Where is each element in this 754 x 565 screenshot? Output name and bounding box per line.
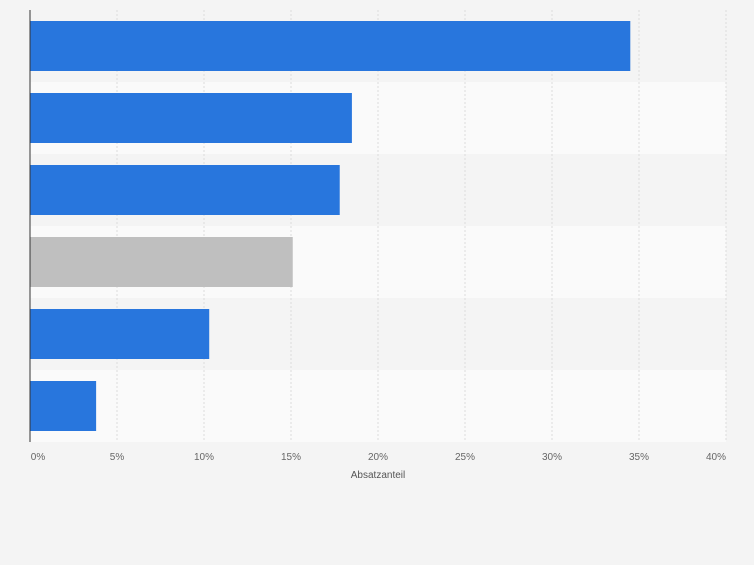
x-tick-label: 30% xyxy=(542,452,562,463)
bar[interactable] xyxy=(30,237,293,287)
bars xyxy=(30,21,631,431)
x-tick-label: 20% xyxy=(368,452,388,463)
x-tick-labels: 0% 5% 10% 15% 20% 25% 30% 35% 40% xyxy=(31,452,726,463)
bar[interactable] xyxy=(30,309,210,359)
bar[interactable] xyxy=(30,381,97,431)
bar[interactable] xyxy=(30,93,352,143)
x-tick-label: 25% xyxy=(455,452,475,463)
x-tick-label: 0% xyxy=(31,452,46,463)
x-tick-label: 10% xyxy=(194,452,214,463)
bar[interactable] xyxy=(30,165,340,215)
x-tick-label: 15% xyxy=(281,452,301,463)
grid-lines xyxy=(116,10,727,442)
x-tick-label: 40% xyxy=(706,452,726,463)
x-axis-title: Absatzanteil xyxy=(351,470,405,481)
x-tick-label: 5% xyxy=(110,452,125,463)
x-tick-label: 35% xyxy=(629,452,649,463)
bar[interactable] xyxy=(30,21,631,71)
